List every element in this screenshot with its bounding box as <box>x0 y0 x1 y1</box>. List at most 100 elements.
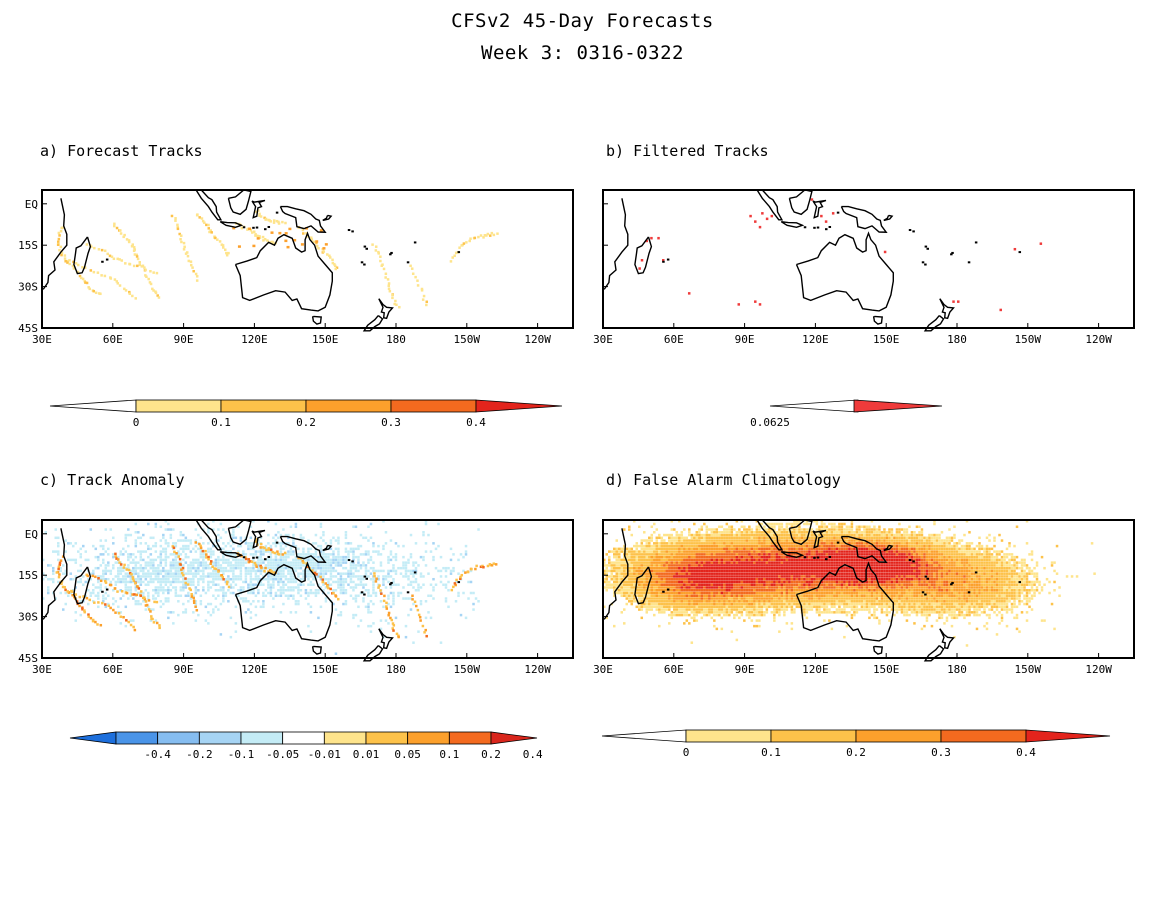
lon-tick-label: 150W <box>454 663 481 676</box>
colorbar-label: 0.2 <box>846 746 866 759</box>
lon-tick-label: 90E <box>735 333 755 346</box>
lon-tick-label: 120W <box>1085 663 1112 676</box>
lon-tick-label: 90E <box>174 333 194 346</box>
colorbar-label: 0.2 <box>296 416 316 429</box>
lon-tick-label: 150W <box>1015 663 1042 676</box>
coastlines <box>603 519 1022 662</box>
lon-tick-label: 150E <box>873 663 900 676</box>
figure-title: CFSv2 45-Day Forecasts <box>451 10 714 32</box>
filtered-track-points <box>638 198 1043 312</box>
lon-tick-label: 120E <box>241 333 268 346</box>
lon-tick-label: 30E <box>593 663 613 676</box>
lon-tick-label: 30E <box>593 333 613 346</box>
colorbar-low-triangle <box>49 399 137 413</box>
colorbar-label: -0.01 <box>308 748 341 761</box>
colorbar-segment <box>282 731 325 745</box>
colorbar-segment <box>448 731 492 745</box>
panel-c-label: c) Track Anomaly <box>40 471 185 489</box>
colorbar-a: 0 0.1 0.2 0.3 0.4 <box>49 399 563 429</box>
colorbar-d: 0 0.1 0.2 0.3 0.4 <box>601 729 1111 759</box>
lon-tick-label: 150E <box>312 333 339 346</box>
colorbar-segment <box>220 399 307 413</box>
lon-tick-label: 120W <box>524 333 551 346</box>
colorbar-label: 0.4 <box>1016 746 1036 759</box>
lat-tick-label: 45S <box>18 652 38 665</box>
colorbar-label: 0.2 <box>481 748 501 761</box>
figure-subtitle: Week 3: 0316-0322 <box>481 42 684 64</box>
lon-tick-label: 180 <box>386 663 406 676</box>
colorbar-segment <box>115 731 159 745</box>
colorbar-low-triangle <box>601 729 687 743</box>
colorbar-high-triangle <box>475 399 563 413</box>
colorbar-label: -0.2 <box>186 748 213 761</box>
colorbar-segment <box>240 731 284 745</box>
lat-tick-label: 45S <box>18 322 38 335</box>
colorbar-segment <box>685 729 772 743</box>
panel-d-false-alarm-climatology-map: 30E 60E 90E 120E 150E 180 150W 120W <box>593 519 1135 676</box>
colorbar-label: 0.0625 <box>750 416 790 429</box>
lon-tick-label: 60E <box>103 333 123 346</box>
colorbar-high-triangle <box>490 731 538 745</box>
colorbar-label: -0.1 <box>228 748 255 761</box>
lon-tick-label: 150W <box>454 333 481 346</box>
lon-tick-label: 120E <box>802 663 829 676</box>
track-anomaly-field <box>42 520 498 655</box>
panel-a-label: a) Forecast Tracks <box>40 142 203 160</box>
lat-tick-label: 15S <box>18 569 38 582</box>
lon-tick-label: 180 <box>947 333 967 346</box>
colorbar-label: -0.4 <box>144 748 171 761</box>
lon-tick-label: 60E <box>664 333 684 346</box>
colorbar-segment <box>940 729 1027 743</box>
colorbar-low-triangle <box>69 731 117 745</box>
lat-tick-label: 15S <box>18 239 38 252</box>
lon-tick-label: 60E <box>664 663 684 676</box>
colorbar-segment <box>390 399 477 413</box>
colorbar-segment <box>135 399 222 413</box>
colorbar-label: 0 <box>133 416 140 429</box>
colorbar-low-triangle <box>769 399 859 413</box>
lon-tick-label: 120E <box>241 663 268 676</box>
lon-tick-label: 180 <box>947 663 967 676</box>
colorbar-segment <box>407 731 450 745</box>
false-alarm-climatology-field <box>603 520 1096 647</box>
lat-tick-label: EQ <box>25 198 38 211</box>
colorbar-label: 0.1 <box>761 746 781 759</box>
colorbar-segment <box>770 729 857 743</box>
lon-tick-label: 30E <box>32 663 52 676</box>
colorbar-high-triangle <box>853 399 943 413</box>
lon-tick-label: 120E <box>802 333 829 346</box>
panel-b-filtered-tracks-map: 30E 60E 90E 120E 150E 180 150W 120W <box>593 189 1135 346</box>
coastlines <box>603 189 1022 332</box>
colorbar-label: 0.4 <box>523 748 543 761</box>
panel-b-label: b) Filtered Tracks <box>606 142 769 160</box>
lon-tick-label: 150E <box>312 663 339 676</box>
colorbar-label: 0.3 <box>381 416 401 429</box>
panel-a-forecast-tracks-map: 30E 60E 90E 120E 150E 180 150W 120W EQ 15S 30S 45S <box>18 189 574 346</box>
lon-tick-label: 180 <box>386 333 406 346</box>
coastlines <box>42 189 461 332</box>
lon-tick-label: 120W <box>524 663 551 676</box>
colorbar-segment <box>305 399 392 413</box>
lat-tick-label: 30S <box>18 281 38 294</box>
lat-tick-label: 30S <box>18 611 38 624</box>
lon-tick-label: 120W <box>1085 333 1112 346</box>
colorbar-label: 0 <box>683 746 690 759</box>
lon-tick-label: 150W <box>1015 333 1042 346</box>
colorbar-high-triangle <box>1025 729 1111 743</box>
colorbar-label: 0.01 <box>353 748 380 761</box>
colorbar-segment <box>323 731 367 745</box>
coastlines <box>42 519 461 662</box>
lon-tick-label: 30E <box>32 333 52 346</box>
colorbar-label: -0.05 <box>266 748 299 761</box>
track-density <box>56 209 499 309</box>
colorbar-segment <box>855 729 942 743</box>
lon-tick-label: 90E <box>735 663 755 676</box>
colorbar-c: -0.4 -0.2 -0.1 -0.05 -0.01 0.01 0.05 0.1 0.2 0.4 <box>69 731 543 761</box>
colorbar-segment <box>157 731 200 745</box>
colorbar-label: 0.1 <box>211 416 231 429</box>
lon-tick-label: 150E <box>873 333 900 346</box>
colorbar-label: 0.05 <box>394 748 421 761</box>
colorbar-label: 0.4 <box>466 416 486 429</box>
panel-d-label: d) False Alarm Climatology <box>606 471 841 489</box>
lat-tick-label: EQ <box>25 528 38 541</box>
